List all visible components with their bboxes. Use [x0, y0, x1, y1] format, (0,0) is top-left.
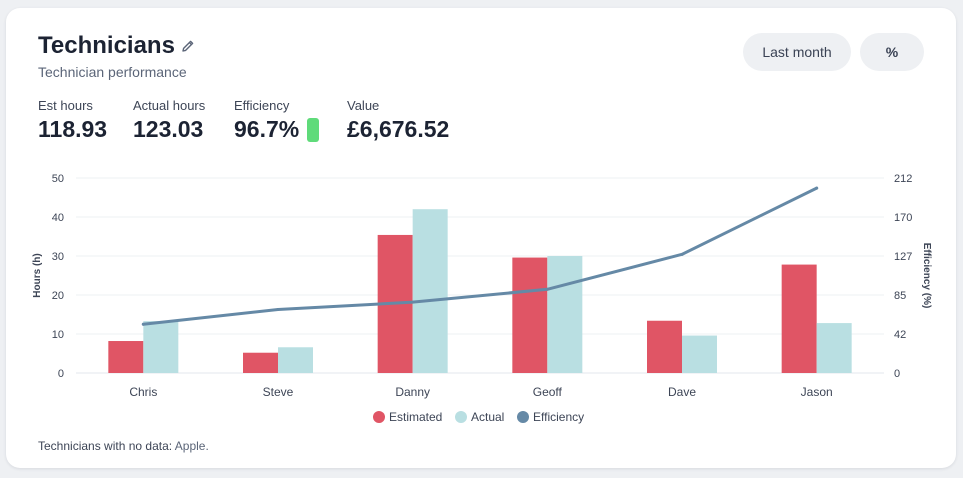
y2-tick-label: 170 — [894, 212, 912, 224]
efficiency-point-danny — [411, 300, 415, 304]
bar-actual-dave — [682, 335, 717, 373]
y-tick-label: 0 — [58, 368, 64, 380]
footer-names: Apple. — [174, 439, 209, 453]
x-tick-label: Jason — [801, 385, 833, 399]
bar-actual-jason — [816, 323, 852, 373]
legend-label-estimated: Estimated — [389, 410, 442, 424]
percent-toggle-button[interactable]: % — [860, 33, 924, 71]
card-title-row: Technicians — [38, 32, 195, 60]
efficiency-point-steve — [276, 308, 280, 312]
pencil-icon[interactable] — [181, 39, 195, 53]
bar-estimated-steve — [243, 352, 278, 373]
page-title: Technicians — [38, 32, 175, 59]
stat-value-total: Value £6,676.52 — [347, 98, 449, 143]
technicians-card: Technicians Technician performance Last … — [6, 8, 956, 468]
no-data-footer: Technicians with no data: Apple. — [38, 439, 209, 453]
x-tick-label: Geoff — [533, 385, 563, 399]
y2-tick-label: 0 — [894, 368, 900, 380]
efficiency-point-geoff — [545, 287, 549, 291]
stat-value: £6,676.52 — [347, 116, 450, 142]
percent-icon: % — [885, 44, 899, 60]
period-dropdown-button[interactable]: Last month — [743, 33, 851, 71]
efficiency-point-chris — [141, 322, 145, 326]
bar-actual-steve — [278, 347, 313, 373]
y-tick-label: 30 — [52, 251, 64, 263]
stat-label: Est hours — [38, 98, 93, 113]
efficiency-line — [141, 186, 819, 326]
legend-marker-efficiency — [517, 411, 529, 423]
stat-efficiency: Efficiency 96.7% — [234, 98, 320, 143]
stat-value: 96.7% — [234, 116, 300, 142]
y-tick-label: 40 — [52, 212, 64, 224]
page-subtitle: Technician performance — [38, 64, 187, 80]
technicians-chart: 0 10 20 30 40 50 0 42 85 127 170 212 Hours (h) Effici… — [32, 173, 932, 424]
stat-actual-hours: Actual hours 123.03 — [133, 98, 205, 143]
x-tick-label: Dave — [668, 385, 696, 399]
legend-label-efficiency: Efficiency — [533, 410, 584, 424]
efficiency-status-badge — [307, 117, 320, 142]
y2-tick-label: 127 — [894, 251, 912, 263]
y2-tick-label: 85 — [894, 290, 906, 302]
legend-marker-actual — [455, 411, 467, 423]
bar-estimated-chris — [108, 341, 144, 373]
y2-axis-title: Efficiency (%) — [921, 243, 932, 309]
y-tick-label: 20 — [52, 290, 64, 302]
bar-actual-geoff — [547, 256, 583, 373]
bar-estimated-geoff — [512, 257, 548, 373]
stat-value-row: 96.7% — [234, 116, 320, 143]
bar-estimated-dave — [647, 320, 682, 373]
stat-label: Efficiency — [234, 98, 290, 113]
stat-est-hours: Est hours 118.93 — [38, 98, 107, 143]
x-tick-label: Chris — [129, 385, 157, 399]
bar-actual-danny — [412, 209, 448, 373]
efficiency-point-dave — [680, 252, 684, 256]
footer-prefix: Technicians with no data: — [38, 439, 173, 453]
stat-value: 123.03 — [133, 116, 204, 142]
x-tick-label: Danny — [395, 385, 430, 399]
legend-label-actual: Actual — [471, 410, 504, 424]
y2-tick-label: 212 — [894, 173, 912, 185]
bar-estimated-jason — [781, 264, 817, 373]
y-tick-label: 10 — [52, 329, 64, 341]
legend-marker-estimated — [373, 411, 385, 423]
y-axis-title: Hours (h) — [32, 253, 43, 297]
stat-label: Actual hours — [133, 98, 206, 113]
stat-label: Value — [347, 98, 380, 113]
y-tick-label: 50 — [52, 173, 64, 185]
stat-value: 118.93 — [38, 116, 108, 142]
y2-tick-label: 42 — [894, 329, 906, 341]
efficiency-point-jason — [815, 186, 819, 190]
bar-actual-chris — [143, 321, 179, 373]
x-tick-label: Steve — [263, 385, 294, 399]
